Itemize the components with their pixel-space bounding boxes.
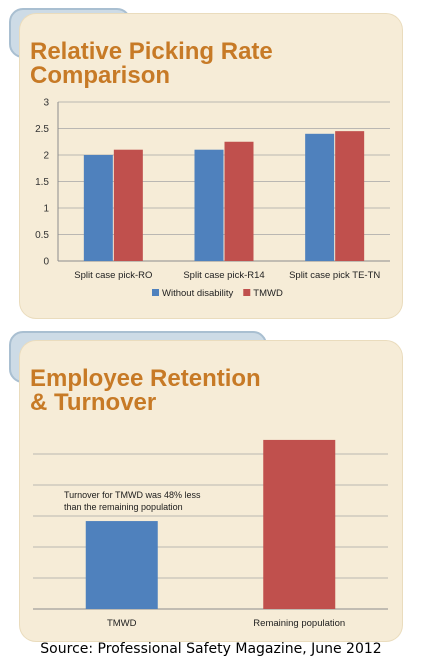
- chart1-legend-label: TMWD: [253, 288, 283, 299]
- chart2-x-tick-label: Remaining population: [253, 618, 345, 629]
- chart1-y-tick-label: 0.5: [35, 230, 49, 241]
- chart1-y-tick-label: 3: [43, 98, 49, 109]
- chart2-title: Employee Retention & Turnover: [30, 365, 261, 416]
- chart1-bar: [83, 155, 113, 261]
- chart1-y-tick-label: 0: [43, 257, 49, 268]
- chart1-legend-swatch: [243, 289, 251, 296]
- chart1-legend-label: Without disability: [162, 288, 234, 299]
- chart1-title: Relative Picking Rate Comparison: [30, 38, 273, 89]
- chart2-bar: [85, 521, 158, 609]
- chart2-x-tick-label: TMWD: [107, 618, 137, 629]
- chart2-panel: [20, 341, 402, 641]
- chart1-x-tick-label: Split case pick-R14: [183, 270, 264, 281]
- chart1-bar: [305, 133, 335, 261]
- chart1-y-tick-label: 1.5: [35, 177, 49, 188]
- chart1-y-tick-label: 2: [43, 151, 49, 162]
- chart1-legend-swatch: [152, 289, 159, 296]
- chart1-bar: [224, 141, 254, 261]
- chart1-y-tick-label: 1: [43, 204, 49, 215]
- chart1-y-tick-label: 2.5: [35, 124, 49, 135]
- chart2-annotation: Turnover for TMWD was 48% less than the …: [64, 490, 201, 512]
- source-caption: Source: Professional Safety Magazine, Ju…: [40, 641, 382, 657]
- chart1-bar: [194, 149, 224, 261]
- chart1-bar: [335, 131, 365, 261]
- chart2-bar: [263, 439, 336, 609]
- chart1-bar: [113, 149, 143, 261]
- chart1-x-tick-label: Split case pick-RO: [74, 270, 152, 281]
- chart1-x-tick-label: Split case pick TE-TN: [289, 270, 380, 281]
